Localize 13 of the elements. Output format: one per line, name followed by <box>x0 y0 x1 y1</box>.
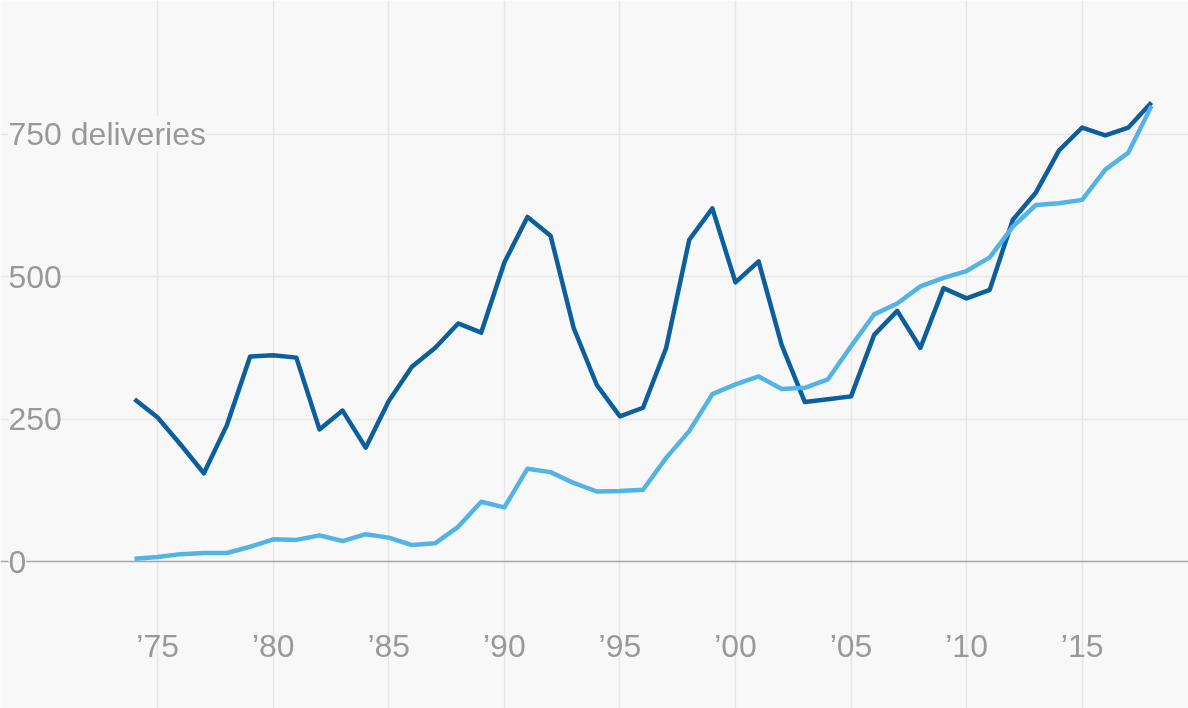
x-tick-label: ’00 <box>714 627 757 664</box>
y-tick-label: 250 <box>8 401 62 438</box>
x-tick-label: ’85 <box>367 627 411 664</box>
x-tick-label: ’15 <box>1060 627 1104 664</box>
y-tick-label: 750 deliveries <box>8 116 206 153</box>
x-tick-label: ’90 <box>483 627 526 664</box>
y-tick-label: 0 <box>8 543 27 580</box>
x-tick-label: ’95 <box>598 627 642 664</box>
x-tick-label: ’10 <box>945 627 988 664</box>
x-tick-label: ’05 <box>829 627 873 664</box>
x-tick-label: ’75 <box>136 627 180 664</box>
x-tick-label: ’80 <box>251 627 295 664</box>
y-tick-label: 500 <box>8 258 62 295</box>
